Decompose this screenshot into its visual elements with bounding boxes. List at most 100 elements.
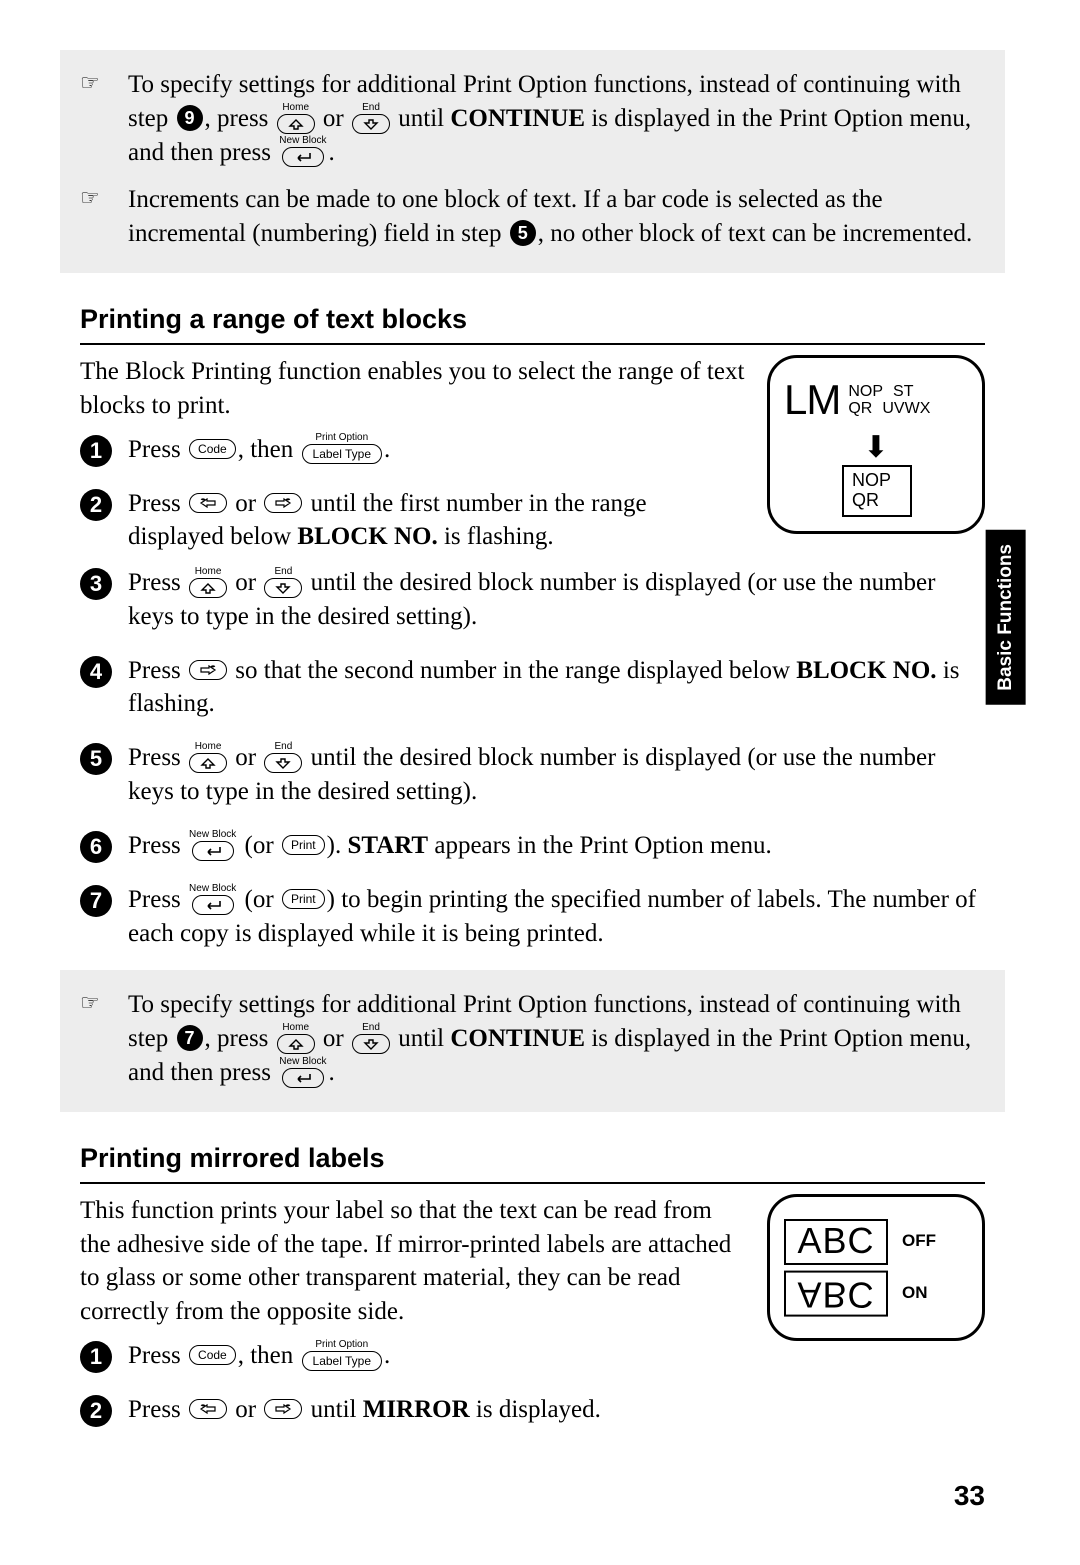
labeltype-key: Print OptionLabel Type — [302, 1340, 383, 1371]
continue-word: CONTINUE — [450, 1025, 585, 1052]
text: . — [384, 436, 390, 463]
text: Press — [128, 832, 187, 859]
right-key — [189, 660, 227, 680]
mirror-on-box: ABC — [784, 1271, 888, 1317]
steps-list: 1 Press Code, then Print OptionLabel Typ… — [80, 1339, 747, 1427]
text: , press — [205, 1025, 275, 1052]
note-item: ☞ To specify settings for additional Pri… — [80, 988, 985, 1093]
rule — [80, 343, 985, 345]
text: until — [311, 1396, 363, 1423]
fig-st: ST — [893, 384, 913, 401]
text: , no other block of text can be incremen… — [538, 220, 973, 247]
mirror-off-label: OFF — [902, 1230, 936, 1253]
step-ref-circle: 5 — [510, 220, 536, 246]
up-key: Home — [189, 742, 227, 773]
note-item: ☞ To specify settings for additional Pri… — [80, 68, 985, 173]
text: Press — [128, 1396, 187, 1423]
text: . — [384, 1342, 390, 1369]
start-word: START — [347, 832, 428, 859]
up-key: Home — [189, 567, 227, 598]
text: (or — [245, 886, 280, 913]
print-key: Print — [282, 835, 325, 855]
enter-key: New Block — [279, 136, 326, 167]
mirror-off-box: ABC — [784, 1219, 888, 1265]
down-key: End — [352, 103, 390, 134]
text: so that the second number in the range d… — [235, 657, 796, 684]
step-ref-circle: 7 — [177, 1025, 203, 1051]
pointing-hand-icon: ☞ — [80, 68, 110, 173]
block-no-word: BLOCK NO. — [297, 523, 437, 550]
key-sup: Home — [282, 103, 309, 113]
mid-note-box: ☞ To specify settings for additional Pri… — [60, 970, 1005, 1111]
step: 4 Press so that the second number in the… — [80, 654, 985, 722]
code-key: Code — [189, 1345, 236, 1365]
mirror-on-label: ON — [902, 1282, 928, 1305]
step-number: 3 — [80, 568, 112, 600]
text: Press — [128, 886, 187, 913]
step: 7 Press New Block (or Print) to begin pr… — [80, 883, 985, 951]
step: 1 Press Code, then Print OptionLabel Typ… — [80, 1339, 747, 1373]
pointing-hand-icon: ☞ — [80, 183, 110, 255]
print-key: Print — [282, 889, 325, 909]
text: Press — [128, 744, 187, 771]
text: or — [235, 1396, 262, 1423]
text: Press — [128, 1342, 187, 1369]
text: or — [323, 1025, 350, 1052]
key-sup: End — [362, 103, 380, 113]
mirror-figure: ABC OFF ABC ON — [767, 1194, 985, 1341]
steps-list: 1 Press Code, then Print OptionLabel Typ… — [80, 433, 747, 555]
text: until — [398, 105, 450, 132]
text: Press — [128, 436, 187, 463]
step: 2 Press or until MIRROR is displayed. — [80, 1393, 747, 1427]
step-ref-circle: 9 — [177, 105, 203, 131]
note-body: Increments can be made to one block of t… — [128, 183, 985, 255]
up-key: Home — [277, 103, 315, 134]
text: until — [398, 1025, 450, 1052]
right-key — [264, 1399, 302, 1419]
note-item: ☞ Increments can be made to one block of… — [80, 183, 985, 255]
fig-lower-nop: NOP — [852, 471, 902, 491]
step-number: 1 — [80, 435, 112, 467]
intro-text: This function prints your label so that … — [80, 1194, 747, 1329]
text: Press — [128, 657, 187, 684]
down-key: End — [264, 567, 302, 598]
down-key: End — [264, 742, 302, 773]
section-heading: Printing mirrored labels — [80, 1140, 985, 1176]
key-sup: New Block — [279, 136, 326, 146]
text: , then — [238, 1342, 300, 1369]
step: 2 Press or until the first number in the… — [80, 487, 747, 555]
mirror-word: MIRROR — [363, 1396, 470, 1423]
note-body: To specify settings for additional Print… — [128, 68, 985, 173]
text: is flashing. — [438, 523, 554, 550]
fig-lm: LM — [784, 372, 840, 429]
fig-qr: QR — [848, 401, 872, 418]
text: or — [235, 490, 262, 517]
text: ). — [327, 832, 348, 859]
text: (or — [245, 832, 280, 859]
fig-lower-qr: QR — [852, 491, 902, 511]
left-key — [189, 1399, 227, 1419]
step: 1 Press Code, then Print OptionLabel Typ… — [80, 433, 747, 467]
step: 3 Press Home or End until the desired bl… — [80, 566, 985, 634]
step-number: 2 — [80, 1395, 112, 1427]
step-number: 6 — [80, 831, 112, 863]
text: . — [329, 139, 335, 166]
text: or — [235, 744, 262, 771]
down-arrow-icon: ⬇ — [784, 433, 968, 463]
right-key — [264, 493, 302, 513]
left-key — [189, 493, 227, 513]
side-tab: Basic Functions — [986, 530, 1026, 705]
enter-key: New Block — [189, 884, 236, 915]
text: or — [323, 105, 350, 132]
continue-word: CONTINUE — [450, 105, 585, 132]
block-no-word: BLOCK NO. — [796, 657, 936, 684]
step-number: 1 — [80, 1341, 112, 1373]
step-number: 2 — [80, 489, 112, 521]
labeltype-key: Print OptionLabel Type — [302, 433, 383, 464]
intro-text: The Block Printing function enables you … — [80, 355, 747, 423]
top-note-box: ☞ To specify settings for additional Pri… — [60, 50, 1005, 273]
text: is displayed. — [470, 1396, 601, 1423]
text: Press — [128, 569, 187, 596]
fig-uvwx: UVWX — [882, 401, 930, 418]
step-number: 7 — [80, 885, 112, 917]
